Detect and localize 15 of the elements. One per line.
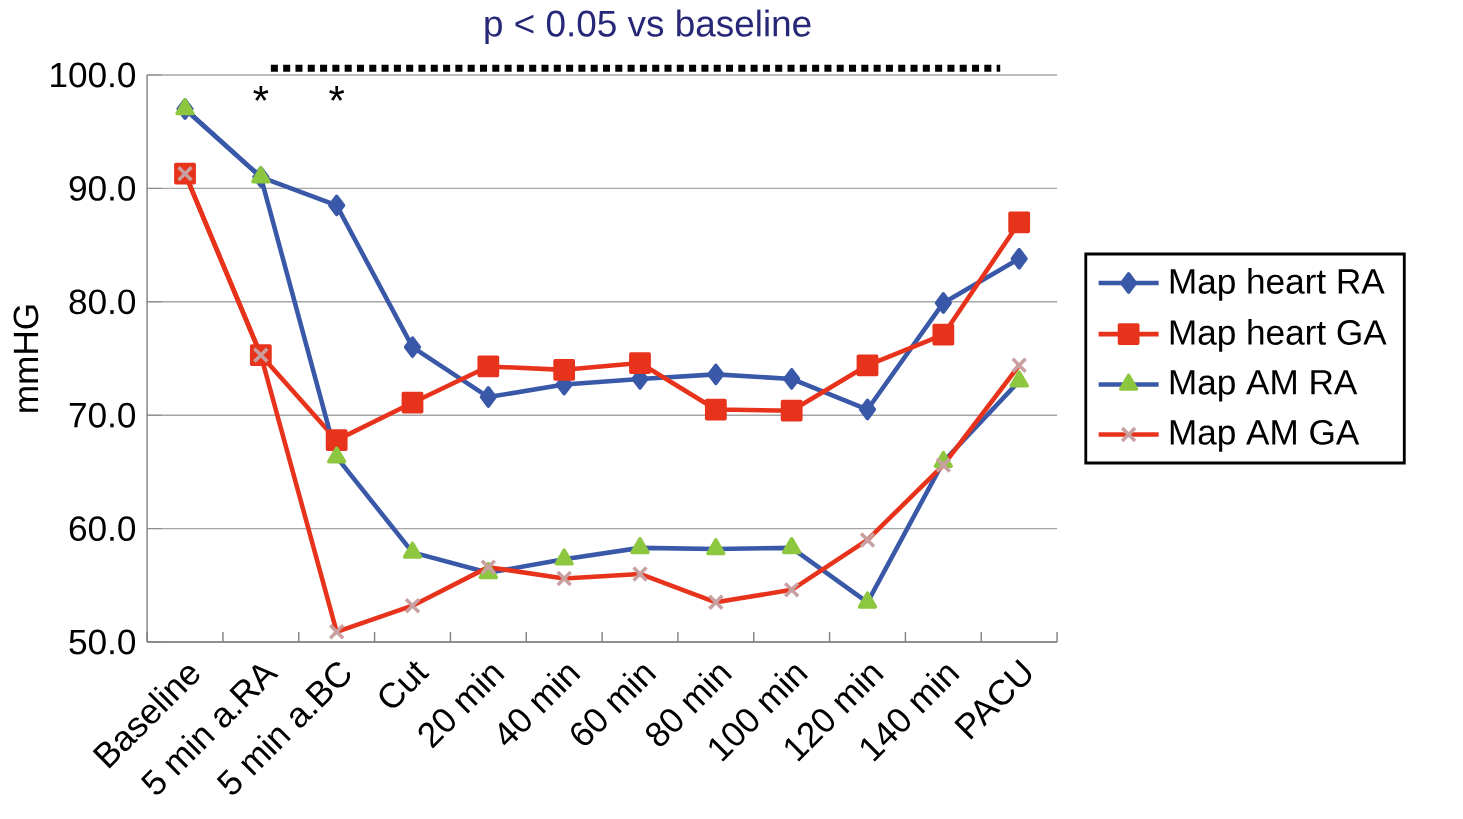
- y-tick-label: 60.0: [69, 516, 136, 542]
- legend-label: Map heart GA: [1170, 319, 1387, 352]
- y-tick-label: 80.0: [69, 289, 136, 315]
- legend-label: Map AM GA: [1170, 419, 1360, 452]
- x-tick-label: Cut: [379, 661, 430, 708]
- y-tick-label: 70.0: [69, 402, 136, 428]
- legend-label: Map AM RA: [1170, 370, 1358, 402]
- y-tick-label: 90.0: [69, 175, 136, 201]
- y-axis-title: mmHG: [13, 305, 39, 412]
- y-tick-label: 50.0: [69, 629, 136, 655]
- legend-label: Map heart RA: [1170, 268, 1385, 301]
- annotation: *: [253, 86, 269, 101]
- y-tick-label: 100.0: [51, 62, 136, 88]
- text: p < 0.05 vs baseline: [485, 9, 811, 45]
- annotation: *: [329, 86, 345, 101]
